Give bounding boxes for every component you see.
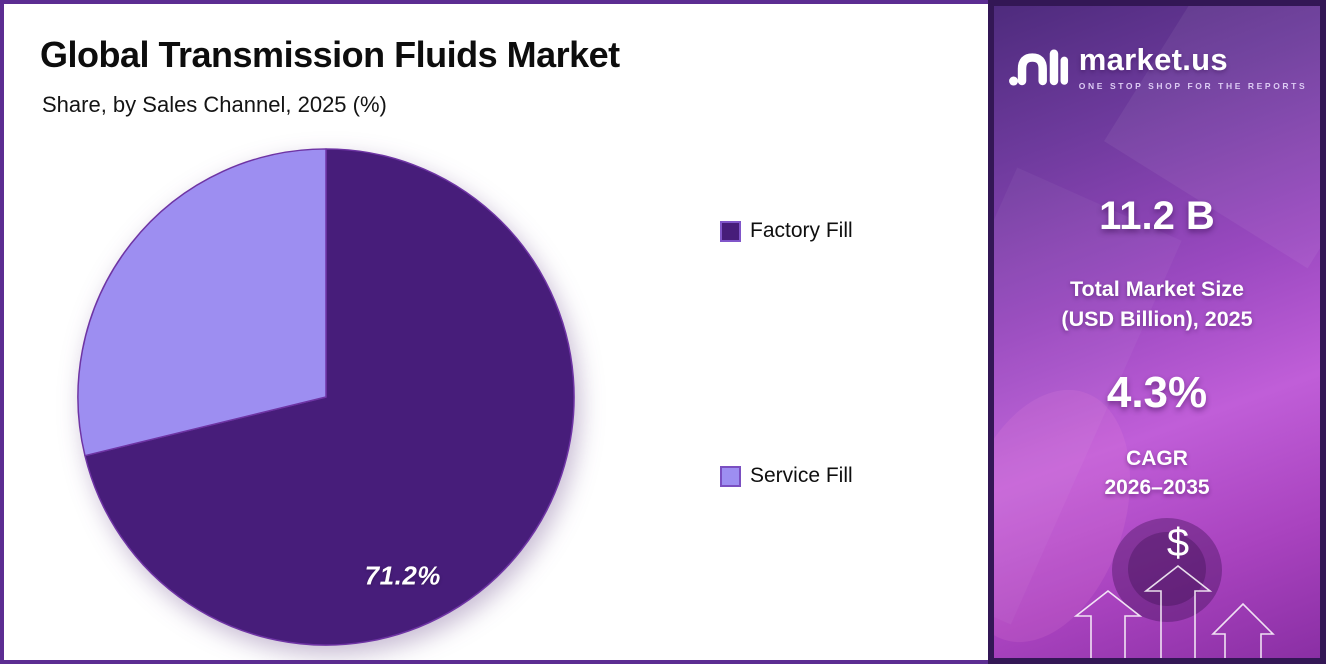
pie-slice-factory-fill: [84, 148, 575, 646]
dollar-icon: $: [1167, 521, 1189, 565]
stat-cagr-label-line1: CAGR: [1126, 447, 1188, 470]
legend-item-service-fill: Service Fill: [720, 464, 853, 488]
legend-label: Service Fill: [750, 464, 853, 487]
page-title: Global Transmission Fluids Market: [40, 34, 620, 75]
page-subtitle: Share, by Sales Channel, 2025 (%): [42, 92, 387, 117]
stat-cagr-label: CAGR 2026–2035: [994, 444, 1320, 502]
up-arrow-right: [1211, 602, 1275, 658]
legend-label: Factory Fill: [750, 219, 853, 242]
coffee-cup-decor: [1112, 518, 1222, 622]
pie-slice-service-fill: [77, 148, 327, 457]
pie-chart-svg: [77, 148, 575, 646]
legend-item-factory-fill: Factory Fill: [720, 219, 853, 243]
growth-arrows-graphic: $: [1073, 521, 1275, 658]
stat-market-size-label-line1: Total Market Size: [1069, 277, 1245, 301]
legend-swatch-factory-fill: [720, 220, 741, 242]
sidebar: market.us ONE STOP SHOP FOR THE REPORTS …: [988, 0, 1326, 664]
chart-panel: Global Transmission Fluids Market Share,…: [4, 4, 988, 660]
stat-cagr-value: 4.3%: [1106, 368, 1208, 417]
brand-text: market.us ONE STOP SHOP FOR THE REPORTS: [1079, 42, 1307, 91]
brand-name: market.us: [1078, 41, 1228, 77]
brand-logo: market.us ONE STOP SHOP FOR THE REPORTS: [994, 6, 1320, 92]
stat-market-size-value: 11.2 B: [1099, 194, 1215, 238]
coffee-cup-decor-inner: [1128, 532, 1206, 606]
pie-data-label: 71.2%: [364, 560, 441, 591]
up-arrow-left: [1073, 589, 1143, 658]
pie-chart: 71.2%: [70, 141, 582, 653]
up-arrow-middle: [1143, 564, 1213, 658]
legend-swatch-service-fill: [720, 465, 741, 487]
brand-logo-icon: [1008, 49, 1068, 86]
stat-market-size-label: Total Market Size (USD Billion), 2025: [994, 274, 1320, 334]
brand-tagline: ONE STOP SHOP FOR THE REPORTS: [1078, 80, 1308, 91]
stat-market-size-label-line2: (USD Billion), 2025: [1061, 307, 1253, 331]
stat-cagr-label-line2: 2026–2035: [1104, 476, 1210, 499]
